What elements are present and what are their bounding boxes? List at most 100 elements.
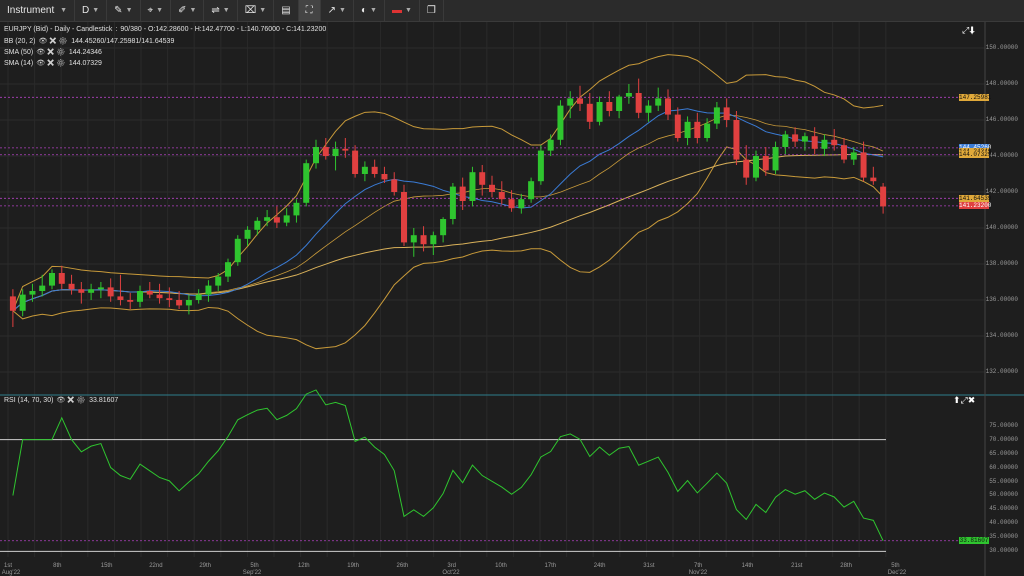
draw-icon: ✐: [178, 5, 187, 16]
price-axis-label: 148.00000: [985, 80, 1018, 87]
candle-body: [244, 229, 251, 239]
time-axis-label: 3rd: [447, 563, 457, 569]
chevron-down-icon: ▼: [404, 7, 412, 14]
theme-icon: ◐: [360, 5, 368, 16]
time-axis-label: 21st: [791, 563, 803, 569]
candle-body: [352, 150, 359, 174]
candle-body: [811, 136, 818, 149]
candle-body: [371, 166, 378, 174]
candle-body: [508, 199, 515, 209]
arrow-tool-button[interactable]: ↗ ▼: [321, 0, 354, 21]
snapshot-button[interactable]: ❐: [420, 0, 444, 21]
candle-body: [391, 179, 398, 192]
instrument-dropdown[interactable]: Instrument ▼: [0, 0, 75, 21]
rsi-axis-label: 55.00000: [989, 477, 1018, 485]
rsi-legend: RSI (14, 70, 30) 👁✖⚙ 33.81607: [4, 396, 119, 405]
time-axis-month-label: Oct'22: [442, 570, 460, 576]
price-axis-label: 140.00000: [985, 224, 1018, 231]
time-axis-label: 5th: [250, 563, 259, 569]
candle-body: [117, 296, 124, 300]
rsi-axis-label: 50.00000: [989, 491, 1018, 499]
price-axis-label: 146.00000: [985, 116, 1018, 123]
candle-body: [58, 273, 65, 284]
bb-values: 144.45260/147.25981/141.64539: [71, 37, 175, 45]
chart-canvas[interactable]: [0, 22, 1024, 576]
indicator-button[interactable]: ⌧ ▼: [238, 0, 275, 21]
candle-body: [410, 235, 417, 243]
arrow-tool-icon: ↗: [327, 5, 337, 16]
sma50-value: 144.24346: [68, 48, 102, 56]
timeframe-dropdown[interactable]: D ▼: [75, 0, 108, 21]
indicator-controls-icon[interactable]: 👁✖⚙: [56, 397, 87, 404]
sma50-label: SMA (50): [4, 48, 34, 56]
fib-button[interactable]: ⇌ ▼: [204, 0, 238, 21]
candle-body: [694, 121, 701, 138]
candle-body: [88, 289, 95, 293]
sma14-line: [12, 108, 884, 312]
time-axis-month-label: Nov'22: [688, 570, 708, 576]
top-toolbar: Instrument ▼ D ▼ ✎ ▼ ⌖ ▼ ✐ ▼ ⇌ ▼ ⌧ ▼ ▤ ⛶ ↗ ▼ ◐ ▼ …: [0, 0, 1024, 22]
bb-upper-line: [12, 54, 884, 311]
chevron-down-icon: ▼: [222, 7, 230, 14]
candle-body: [577, 98, 583, 104]
candle-body: [459, 186, 466, 201]
candle-body: [528, 181, 535, 200]
candle-body: [195, 294, 202, 300]
rsi-axis-label: 30.00000: [989, 547, 1018, 555]
sma14-label: SMA (14): [4, 59, 34, 67]
candle-body: [753, 156, 759, 178]
time-axis-month-label: Dec'22: [887, 570, 907, 576]
timeframe-label: D: [82, 5, 90, 16]
candle-body: [674, 114, 681, 138]
candle-body: [97, 287, 104, 290]
indicator-controls-icon[interactable]: 👁✖⚙: [38, 38, 69, 45]
candle-body: [215, 276, 222, 286]
candle-body: [841, 145, 847, 160]
flag-button[interactable]: ▬ ▼: [385, 0, 420, 21]
chevron-down-icon: ▼: [370, 7, 377, 14]
pen-tool-button[interactable]: ✎ ▼: [107, 0, 141, 21]
price-tag: 144.45260: [959, 144, 991, 152]
candle-body: [273, 217, 280, 223]
time-axis-label: 10th: [495, 563, 507, 569]
rsi-axis-label: 75.00000: [989, 421, 1018, 429]
crosshair-button[interactable]: ⌖ ▼: [141, 0, 172, 21]
indicator-controls-icon[interactable]: 👁✖⚙: [36, 60, 66, 67]
candle-body: [821, 139, 828, 149]
candle-body: [665, 98, 671, 115]
layout-button[interactable]: ▤: [274, 0, 299, 21]
candle-body: [9, 296, 16, 311]
rsi-axis-label: 35.00000: [989, 533, 1018, 541]
candle-body: [264, 217, 271, 221]
theme-button[interactable]: ◐ ▼: [354, 0, 385, 21]
candle-body: [733, 120, 740, 160]
bb-label: BB (20, 2): [4, 37, 36, 45]
candle-body: [489, 184, 495, 192]
candle-body: [537, 150, 544, 182]
candle-body: [156, 294, 163, 299]
pane-controls-icon[interactable]: ⬆⤢✖: [953, 395, 976, 405]
candle-body: [762, 156, 769, 171]
draw-button[interactable]: ✐ ▼: [171, 0, 205, 21]
candle-body: [205, 285, 212, 295]
chart-area[interactable]: [0, 22, 1024, 576]
indicator-controls-icon[interactable]: 👁✖⚙: [36, 49, 66, 56]
sma14-value: 144.07329: [68, 59, 102, 67]
rsi-axis-label: 70.00000: [989, 435, 1018, 443]
candle-body: [440, 219, 447, 236]
fullscreen-button[interactable]: ⛶: [298, 0, 321, 21]
candle-body: [449, 186, 456, 219]
candle-body: [880, 186, 887, 207]
time-axis-label: 17th: [544, 563, 557, 569]
candle-body: [19, 294, 26, 311]
expand-collapse-icon[interactable]: ⤢⬇: [962, 25, 975, 35]
candle-body: [498, 192, 505, 200]
rsi-value: 33.81607: [89, 396, 119, 404]
candle-body: [430, 235, 437, 245]
indicator-icon: ⌧: [244, 5, 257, 16]
chevron-down-icon: ▼: [339, 7, 346, 14]
time-axis-label: 5th: [891, 563, 900, 569]
rsi-axis-label: 40.00000: [989, 519, 1018, 527]
candle-body: [166, 298, 173, 300]
candle-body: [586, 103, 593, 122]
